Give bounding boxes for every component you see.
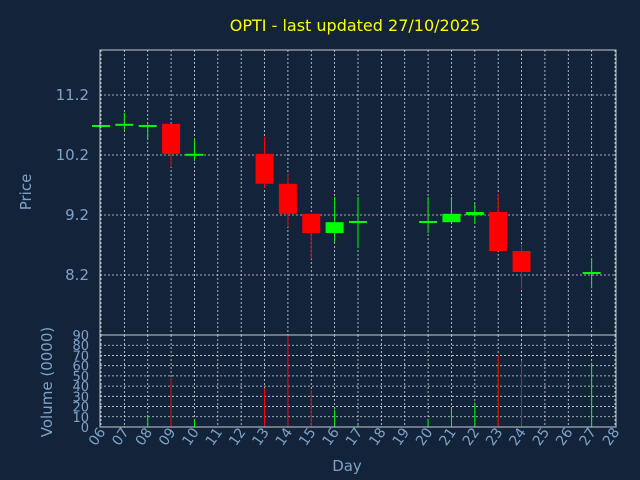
x-tick: 17 xyxy=(343,425,366,449)
volume-frame xyxy=(99,334,617,428)
volume-y-tick: 10 xyxy=(72,411,89,426)
candle-body xyxy=(465,212,484,215)
volume-y-tick: 90 xyxy=(72,329,89,344)
x-tick: 12 xyxy=(226,425,249,449)
x-tick: 28 xyxy=(600,425,623,449)
candle-body xyxy=(185,153,204,156)
candle-body xyxy=(302,213,321,233)
x-axis-label: Day xyxy=(332,457,362,475)
candle-body xyxy=(349,221,367,223)
price-y-tick: 9.2 xyxy=(65,206,89,224)
candle-body xyxy=(489,212,508,251)
x-tick: 06 xyxy=(86,425,109,449)
volume-y-axis-label: Volume (0000) xyxy=(38,327,56,437)
x-tick-labels: 06 07 08 09 10 11 12 13 14 15 16 17 18 19 20 21 22 23 24 25… xyxy=(86,425,623,449)
volume-y-tick: 60 xyxy=(72,360,89,375)
volume-y-tick: 70 xyxy=(72,349,89,364)
candle-body xyxy=(582,272,601,274)
price-panel: 8.2 9.2 10.2 11.2 Price xyxy=(17,49,617,336)
candle-body xyxy=(115,123,134,126)
volume-y-tick: 40 xyxy=(72,380,89,395)
x-tick: 27 xyxy=(577,425,600,449)
candle-body xyxy=(162,123,181,154)
price-y-tick: 11.2 xyxy=(56,86,89,104)
x-tick: 07 xyxy=(109,425,132,449)
x-tick: 23 xyxy=(483,425,506,449)
volume-grid xyxy=(100,334,616,428)
price-grid xyxy=(100,50,616,335)
x-tick: 18 xyxy=(366,425,389,449)
candle-body xyxy=(442,213,461,223)
price-y-axis-label: Price xyxy=(17,174,35,211)
x-tick: 25 xyxy=(530,425,553,449)
x-tick: 10 xyxy=(179,425,202,449)
price-y-tick: 8.2 xyxy=(65,266,89,284)
candle-body xyxy=(138,125,157,127)
price-frame xyxy=(99,49,617,336)
chart-title: OPTI - last updated 27/10/2025 xyxy=(230,16,480,35)
volume-y-tick: 0 xyxy=(81,421,89,436)
x-tick: 14 xyxy=(273,425,296,449)
candle-body xyxy=(255,153,274,184)
volume-y-tick: 80 xyxy=(72,339,89,354)
price-y-tick: 10.2 xyxy=(56,146,89,164)
x-tick: 26 xyxy=(553,425,576,449)
x-tick: 24 xyxy=(506,425,529,449)
volume-bars xyxy=(123,335,593,427)
candle-body xyxy=(512,251,531,272)
x-tick: 20 xyxy=(413,425,436,449)
price-candles xyxy=(92,113,601,289)
candle-body xyxy=(92,125,110,127)
x-tick: 08 xyxy=(133,425,156,449)
candle-body xyxy=(419,221,438,223)
x-tick: 21 xyxy=(436,425,459,449)
x-tick: 16 xyxy=(320,425,343,449)
x-tick: 15 xyxy=(296,425,319,449)
x-tick: 13 xyxy=(249,425,272,449)
volume-y-tick: 30 xyxy=(72,390,89,405)
x-tick: 11 xyxy=(203,425,226,449)
candle-body xyxy=(325,222,344,233)
x-tick: 09 xyxy=(156,425,179,449)
price-y-tick-labels: 8.2 9.2 10.2 11.2 xyxy=(56,86,89,284)
candle-body xyxy=(278,183,297,214)
x-tick: 19 xyxy=(390,425,413,449)
x-tick: 22 xyxy=(460,425,483,449)
volume-y-tick: 20 xyxy=(72,401,89,416)
volume-y-tick: 50 xyxy=(72,370,89,385)
